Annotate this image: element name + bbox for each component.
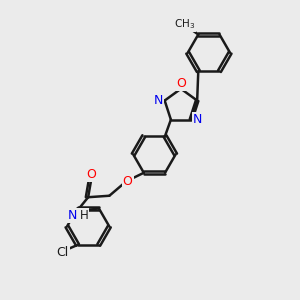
Text: H: H [80, 209, 88, 222]
Text: N: N [154, 94, 163, 107]
Text: Cl: Cl [57, 246, 69, 259]
Text: O: O [86, 168, 96, 181]
Text: O: O [176, 77, 186, 90]
Text: N: N [67, 209, 77, 222]
Text: CH$_3$: CH$_3$ [174, 18, 195, 32]
Text: O: O [123, 175, 133, 188]
Text: N: N [193, 113, 202, 126]
